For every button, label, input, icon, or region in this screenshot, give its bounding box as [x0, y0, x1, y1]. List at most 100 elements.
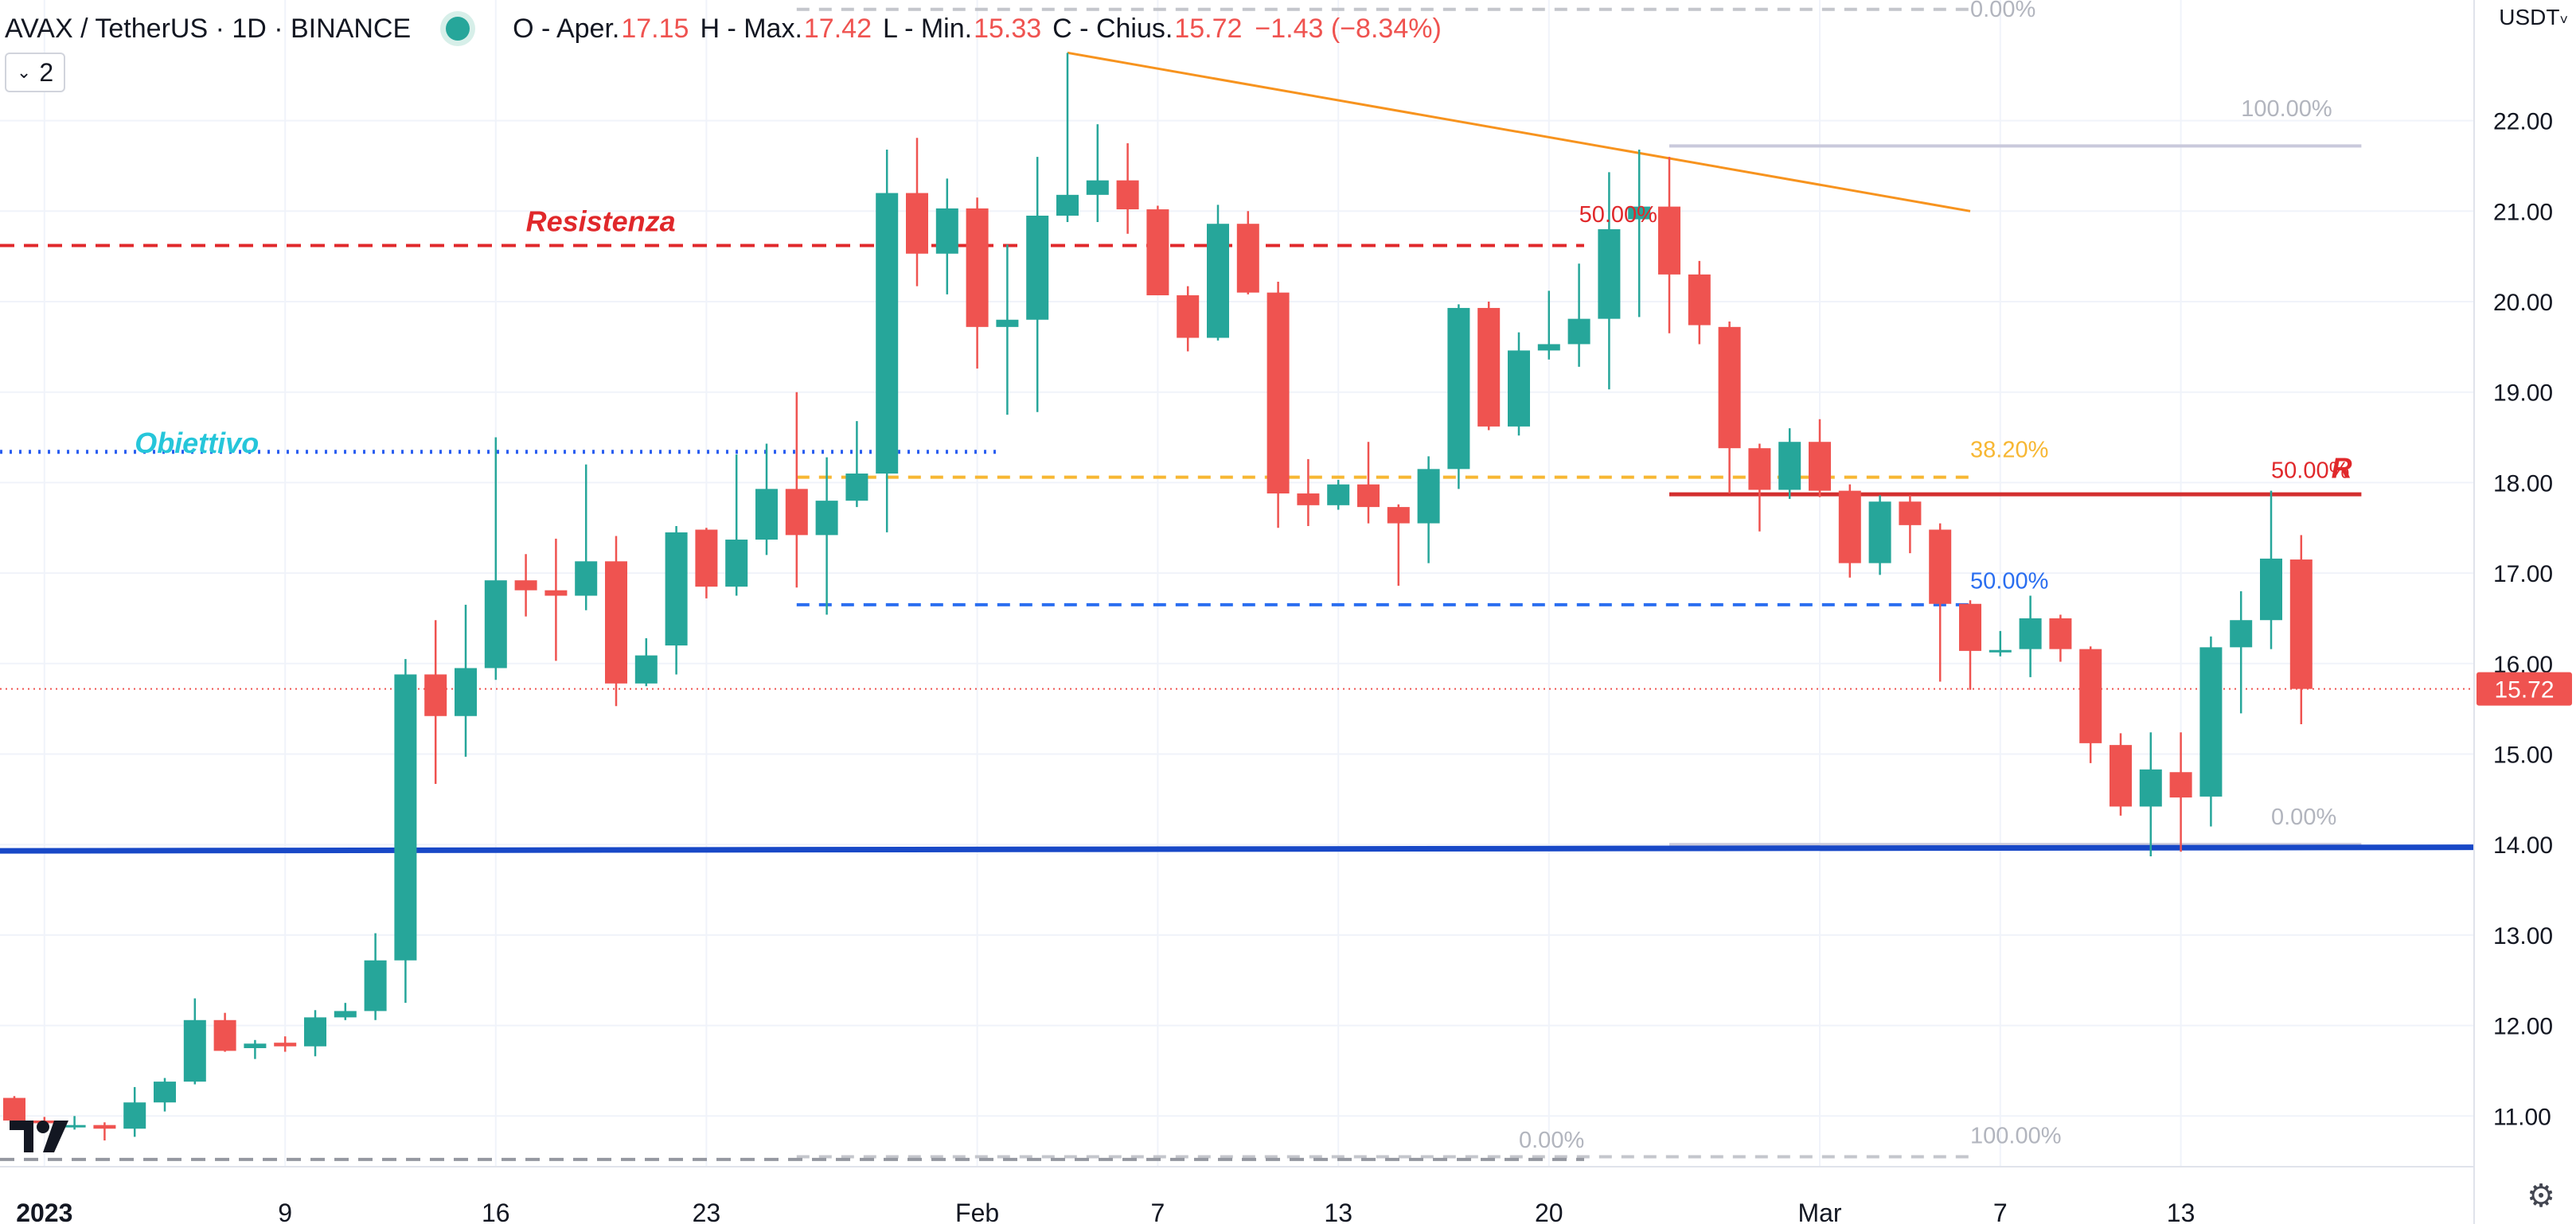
candle [725, 454, 748, 596]
candle [1508, 332, 1530, 436]
candle-body [1537, 344, 1560, 351]
candle [575, 464, 598, 610]
candle-body [815, 501, 838, 536]
candle [1086, 124, 1109, 222]
x-tick-label: 13 [2167, 1199, 2195, 1224]
open-value: 17.15 [621, 13, 689, 44]
candle [1116, 143, 1139, 234]
x-tick-label: 2023 [16, 1199, 72, 1224]
annotation-label: 0.00% [1970, 0, 2035, 22]
candle-body [544, 590, 568, 596]
x-tick-label: 23 [693, 1199, 721, 1224]
candle-body [906, 193, 928, 254]
annotation-label: Resistenza [526, 205, 676, 237]
candle [123, 1086, 146, 1137]
y-tick-label: 20.00 [2493, 290, 2553, 316]
candle [1537, 290, 1560, 360]
market-status-icon[interactable] [446, 17, 470, 41]
candle [424, 620, 447, 785]
candle-body [213, 1019, 236, 1051]
candle-body [2110, 745, 2132, 807]
candle [394, 659, 417, 1004]
candle [1207, 205, 1229, 341]
candle [63, 1116, 86, 1130]
candle-body [876, 193, 899, 474]
candle [1748, 443, 1771, 532]
y-tick-label: 19.00 [2493, 380, 2553, 407]
candle-body [1748, 448, 1771, 490]
currency-selector[interactable]: USDT˅ [2499, 5, 2568, 30]
x-tick-label: 13 [1324, 1199, 1352, 1224]
candle [665, 525, 688, 675]
candle-body [785, 489, 808, 536]
candle [1688, 260, 1711, 345]
candle [334, 1003, 357, 1020]
candle-body [2289, 559, 2313, 689]
candle [1868, 495, 1891, 575]
candle [1146, 205, 1169, 296]
candle [996, 244, 1019, 415]
gear-icon[interactable]: ⚙ [2527, 1179, 2555, 1214]
y-tick-label: 12.00 [2493, 1014, 2553, 1040]
candle [966, 197, 989, 369]
annotation-label: 38.20% [1970, 438, 2048, 463]
candle [364, 933, 387, 1020]
candle [876, 149, 899, 532]
open-label: O - Aper. [513, 13, 620, 44]
candle-body [3, 1097, 25, 1121]
candle [1267, 281, 1290, 528]
candle-body [1116, 180, 1139, 210]
candle-body [1809, 442, 1831, 491]
candle-body [183, 1019, 206, 1082]
candle-body [2260, 558, 2282, 621]
annotation-label: 0.00% [1519, 1128, 1584, 1153]
symbol-title[interactable]: AVAX / TetherUS · 1D · BINANCE [5, 13, 412, 44]
candle [1447, 304, 1470, 489]
candle [1658, 157, 1680, 333]
candle [1327, 479, 1350, 510]
candle-body [1989, 649, 2012, 653]
candle [1567, 263, 1590, 367]
annotation-labels: Resistenza Obiettivo 50.00% 38.20% 50.00% 50.… [135, 0, 2352, 1153]
candle [154, 1078, 176, 1112]
candle [2019, 595, 2042, 677]
candle [1598, 172, 1621, 390]
candle-body [725, 540, 748, 587]
candle-body [1838, 490, 1861, 563]
x-tick-label: Feb [955, 1199, 999, 1224]
candle-body [1417, 469, 1440, 524]
candle [1357, 442, 1380, 524]
candle [274, 1036, 297, 1052]
currency-label: USDT [2499, 5, 2560, 29]
candle-body [966, 208, 989, 327]
candle-body [605, 561, 627, 684]
candle [634, 637, 658, 687]
candle-body [1658, 206, 1680, 275]
x-tick-label: 7 [1151, 1199, 1165, 1224]
candle-body [1146, 209, 1169, 296]
candle-body [1959, 603, 1981, 651]
annotation-label: 50.00% [1579, 202, 1657, 228]
candle [304, 1010, 326, 1057]
candle [1809, 419, 1831, 497]
indicators-toggle-button[interactable]: ⌄ 2 [5, 53, 65, 92]
tradingview-logo-icon[interactable] [8, 1114, 72, 1157]
candle-body [1177, 295, 1200, 338]
candle [1989, 630, 2012, 657]
candle-body [1207, 224, 1229, 338]
candle [1628, 149, 1651, 318]
low-value: 15.33 [974, 13, 1042, 44]
candle-body [394, 674, 417, 961]
candle-body [575, 561, 598, 596]
candle [455, 604, 477, 757]
candle [1778, 428, 1801, 499]
candle [2199, 636, 2223, 827]
candle-body [665, 532, 688, 646]
candle [1959, 600, 1981, 690]
candle-body [455, 668, 477, 716]
change-value: −1.43 (−8.34%) [1255, 13, 1442, 44]
candle-body [845, 474, 868, 501]
candle-body [1508, 350, 1530, 427]
annotation-label: 0.00% [2271, 805, 2336, 830]
